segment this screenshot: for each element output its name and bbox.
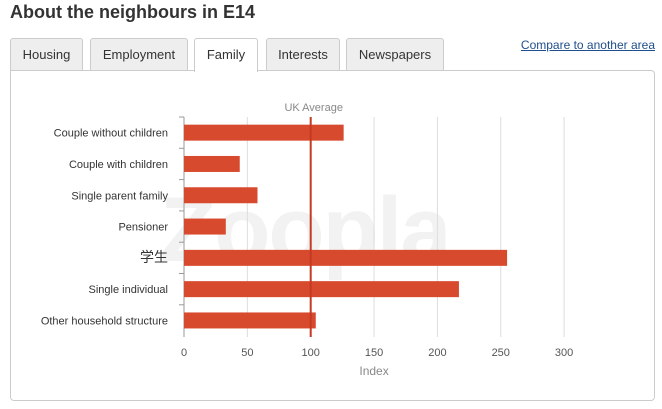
- compare-area-link[interactable]: Compare to another area: [520, 38, 655, 52]
- bar: [184, 281, 459, 298]
- bar: [184, 155, 240, 172]
- uk-average-label: UK Average: [284, 102, 343, 114]
- grid-lines: [179, 116, 565, 337]
- x-tick-label: 50: [241, 347, 253, 359]
- page-title: About the neighbours in E14: [10, 2, 256, 22]
- x-tick-label: 150: [365, 347, 383, 359]
- x-tick-label: 100: [302, 347, 320, 359]
- x-tick-label: 250: [492, 347, 510, 359]
- x-axis-title: Index: [359, 364, 388, 378]
- tab-interests[interactable]: Interests: [266, 38, 340, 70]
- tab-newspapers[interactable]: Newspapers: [346, 38, 444, 70]
- x-tick-label: 200: [428, 347, 446, 359]
- category-labels: Couple without children Couple with child…: [41, 128, 169, 328]
- category-label: Single individual: [89, 284, 169, 296]
- x-tick-label: 300: [555, 347, 573, 359]
- category-label: Other household structure: [41, 315, 168, 327]
- bars: [184, 124, 508, 329]
- category-label: Pensioner: [118, 222, 168, 234]
- category-label: Couple without children: [54, 128, 168, 140]
- tab-family[interactable]: Family: [194, 38, 258, 72]
- x-axis-ticks: 0 50 100 150 200 250 300: [181, 347, 573, 359]
- bar: [184, 124, 344, 141]
- category-label: Single parent family: [71, 190, 168, 202]
- bar: [184, 312, 316, 329]
- bar: [184, 218, 226, 235]
- bar: [184, 187, 258, 204]
- x-tick-label: 0: [181, 347, 187, 359]
- tab-employment[interactable]: Employment: [90, 38, 188, 70]
- bar: [184, 249, 508, 266]
- category-label: 学生: [140, 250, 168, 266]
- tab-housing[interactable]: Housing: [10, 38, 83, 70]
- category-label: Couple with children: [69, 159, 168, 171]
